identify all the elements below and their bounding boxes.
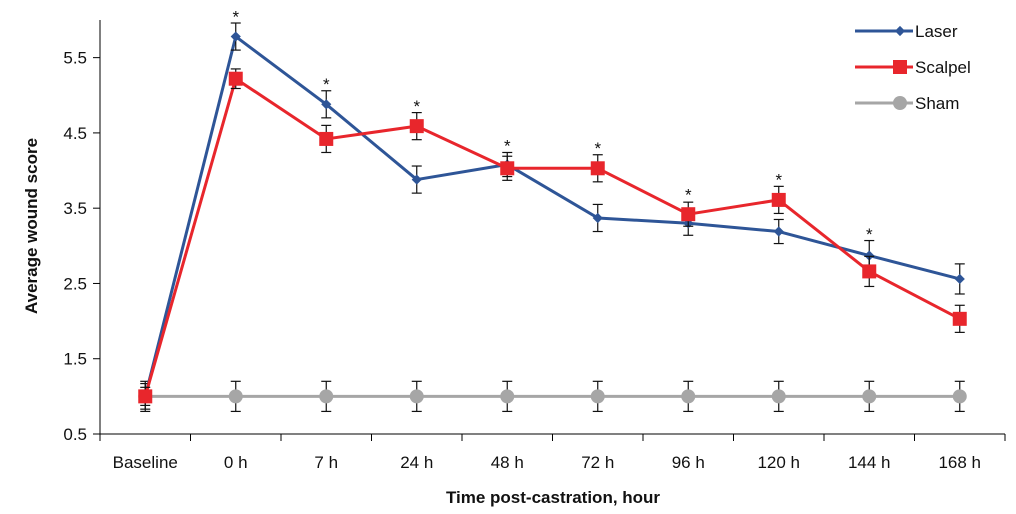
series-layer [138,22,967,413]
data-point [862,389,877,404]
significance-marker: * [323,75,330,94]
data-point [230,31,241,42]
data-point [771,389,786,404]
legend-label: Scalpel [915,58,971,77]
legend-label: Laser [915,22,958,41]
significance-marker: * [232,7,239,26]
significance-marker: * [775,171,782,190]
data-point [592,212,603,224]
data-point [590,389,605,404]
data-point [681,389,696,404]
y-tick-label: 0.5 [63,425,87,444]
data-point [681,207,696,222]
series-line [143,77,961,397]
x-axis-title: Time post-castration, hour [446,488,660,507]
legend: Laser Scalpel Sham [855,22,971,113]
series-scalpel [138,68,967,406]
y-tick-label: 5.5 [63,49,87,68]
series-laser [140,22,965,410]
x-tick-label: 120 h [757,453,800,472]
y-tick-label: 1.5 [63,350,87,369]
data-point [409,389,424,404]
x-tick-label: 7 h [314,453,338,472]
data-point [321,99,332,110]
legend-item-sham: Sham [855,94,959,113]
x-tick-label: 72 h [581,453,614,472]
x-tick-label: 24 h [400,453,433,472]
legend-item-laser: Laser [855,22,958,41]
x-tick-label: 0 h [224,453,248,472]
data-point [894,25,906,37]
significance-marker: * [413,97,420,116]
axes: 0.5 1.5 2.5 3.5 4.5 5.5 Baseline 0 h 7 h 24 h 48 h… [63,20,1006,472]
significance-marker: * [866,225,873,244]
x-tick-label: 168 h [938,453,981,472]
significance-marker: * [594,139,601,158]
data-point [590,161,605,176]
y-tick-label: 2.5 [63,274,87,293]
data-point [409,119,424,134]
significance-marker: * [504,137,511,156]
data-point [319,389,334,404]
x-tick-label: 144 h [848,453,891,472]
y-axis-title: Average wound score [22,138,41,314]
series-sham [138,380,967,413]
data-point [952,389,967,404]
x-tick-label: 96 h [672,453,705,472]
data-point [952,311,967,326]
data-point [864,250,875,261]
data-point [228,389,243,404]
data-point [893,96,907,110]
data-point [771,192,786,207]
legend-label: Sham [915,94,959,113]
y-tick-label: 4.5 [63,124,87,143]
data-point [500,161,515,176]
data-point [500,389,515,404]
legend-item-scalpel: Scalpel [855,58,971,77]
data-point [138,389,153,404]
data-point [893,60,907,74]
data-point [228,71,243,86]
x-tick-label: 48 h [491,453,524,472]
data-point [862,264,877,279]
x-tick-label: Baseline [113,453,178,472]
annotation-layer: * * * * * * * * [232,7,873,244]
data-point [954,273,965,285]
data-point [773,226,784,237]
series-line [143,35,961,397]
data-point [411,174,422,185]
y-tick-label: 3.5 [63,199,87,218]
significance-marker: * [685,186,692,205]
data-point [319,131,334,146]
